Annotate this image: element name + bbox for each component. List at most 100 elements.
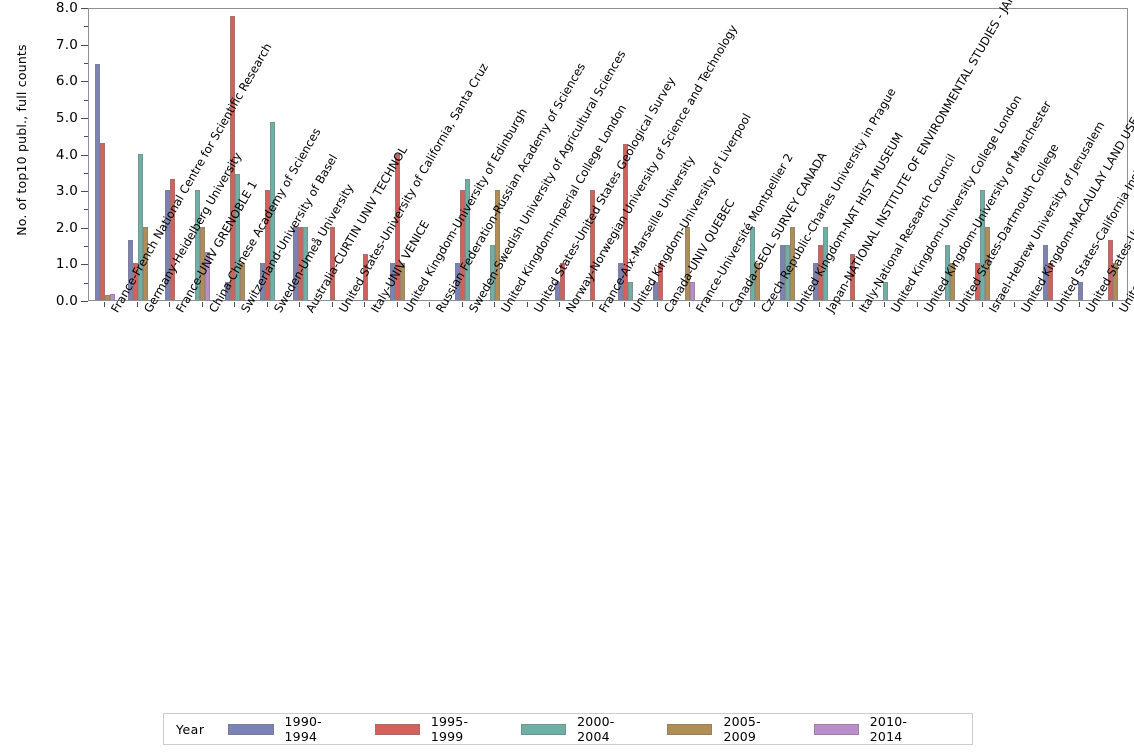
x-tick-mark <box>721 302 723 307</box>
x-tick-mark <box>559 302 561 307</box>
bar <box>1042 245 1048 300</box>
bar <box>165 190 171 300</box>
x-tick-label: Switzerland-University of Basel <box>238 152 340 315</box>
x-tick-label: Sweden-Swedish University of Agricultura… <box>466 48 628 315</box>
bar <box>390 263 396 300</box>
x-tick-mark <box>1014 302 1016 307</box>
bar <box>652 281 658 300</box>
x-tick-mark <box>884 302 886 307</box>
y-tick-label: 3.0 <box>55 183 78 200</box>
y-tick-label: 5.0 <box>55 109 78 126</box>
x-tick-mark <box>689 302 691 307</box>
x-tick-mark <box>429 302 431 307</box>
bar <box>975 263 981 300</box>
x-tick-label: Canada-GEOL SURVEY CANADA <box>726 150 830 315</box>
x-tick-label: Italy-National Research Council <box>856 152 958 315</box>
x-tick-label: Italy-UNIV VENICE <box>368 218 432 315</box>
x-tick-mark <box>396 302 398 307</box>
legend-swatch <box>667 723 713 735</box>
x-tick-mark <box>819 302 821 307</box>
bar <box>170 179 176 300</box>
x-tick-label: France-French National Centre for Scient… <box>108 41 275 315</box>
bar <box>780 245 786 300</box>
legend-entry[interactable]: 2005-2009 <box>667 714 783 744</box>
bar <box>985 226 991 300</box>
x-tick-label: United Kingdom-NAT HIST MUSEUM <box>791 130 906 315</box>
y-tick-mark <box>81 264 88 266</box>
bar <box>980 190 986 300</box>
x-tick-label: Canada-UNIV QUEBEC <box>661 196 738 315</box>
bar <box>850 254 856 300</box>
bars-container <box>89 9 1127 300</box>
bar <box>590 190 596 300</box>
x-tick-label: Norway-Norwegian University of Science a… <box>563 22 740 315</box>
bar <box>882 281 888 300</box>
legend-swatch <box>374 723 420 735</box>
legend-entry[interactable]: 1995-1999 <box>374 714 491 744</box>
x-tick-label: Japan-NATIONAL INSTITUTE OF ENVIRONMENTA… <box>823 0 1025 315</box>
y-tick-minor <box>84 99 88 101</box>
x-tick-label: Australia-CURTIN UNIV TECHNOL <box>303 144 410 315</box>
bar <box>110 293 116 300</box>
bar <box>495 190 501 300</box>
legend-label: 2010-2014 <box>869 714 908 744</box>
bar <box>560 263 566 300</box>
x-tick-mark <box>754 302 756 307</box>
y-tick-minor <box>84 172 88 174</box>
y-tick-mark <box>81 8 88 9</box>
y-tick-label: 2.0 <box>55 219 78 236</box>
legend-entry[interactable]: 2000-2004 <box>521 714 637 744</box>
bar <box>1047 263 1053 300</box>
y-tick-minor <box>84 282 88 284</box>
x-tick-mark <box>331 302 333 307</box>
bar <box>822 226 828 300</box>
bar <box>750 226 756 300</box>
bar <box>950 263 956 300</box>
y-tick-label: 8.0 <box>55 0 78 16</box>
legend-swatch <box>228 723 274 735</box>
x-tick-mark <box>461 302 463 307</box>
x-tick-label: United Kingdom-University of Liverpool <box>628 111 754 315</box>
x-tick-label: Israel-Hebrew University of Jerusalem <box>986 119 1107 315</box>
x-tick-label: Germany-Heidelberg University <box>141 150 244 315</box>
y-tick-label: 4.0 <box>55 146 78 163</box>
bar <box>302 226 308 300</box>
x-tick-mark <box>591 302 593 307</box>
legend-entry[interactable]: 1990-1994 <box>228 714 344 744</box>
y-tick-mark <box>81 154 88 156</box>
x-tick-mark <box>1079 302 1081 307</box>
bar <box>270 122 276 300</box>
x-tick-label: France-Université Montpellier 2 <box>693 151 796 315</box>
x-tick-label: United Kingdom-MACAULAY LAND USE RES INS… <box>1018 66 1134 315</box>
bar <box>195 190 201 300</box>
x-tick-label: United States-University of Maine <box>1116 140 1134 315</box>
x-tick-label: France-UNIV GRENOBLE 1 <box>173 178 260 315</box>
bar <box>240 263 246 300</box>
legend-label: 2005-2009 <box>723 714 761 744</box>
x-tick-mark <box>299 302 301 307</box>
bar <box>790 226 796 300</box>
x-tick-mark <box>786 302 788 307</box>
legend-label: 2000-2004 <box>577 714 615 744</box>
bar <box>395 153 401 300</box>
y-tick-label: 0.0 <box>55 293 78 309</box>
x-tick-mark <box>526 302 528 307</box>
x-tick-mark <box>981 302 983 307</box>
x-tick-mark <box>624 302 626 307</box>
y-tick-label: 6.0 <box>55 73 78 90</box>
y-tick-mark <box>81 191 88 193</box>
x-tick-mark <box>136 302 138 307</box>
bar <box>812 263 818 300</box>
bar <box>1107 239 1113 300</box>
bar <box>1112 263 1118 300</box>
legend-entries: 1990-1994 1995-1999 2000-2004 2005-2009 2010… <box>228 714 960 744</box>
x-tick-label: United States-University of Delaware <box>1083 122 1134 315</box>
bar <box>455 263 461 300</box>
bar <box>785 245 791 300</box>
legend-entry[interactable]: 2010-2014 <box>813 714 930 744</box>
x-tick-mark <box>364 302 366 307</box>
bar <box>292 226 298 300</box>
x-tick-mark <box>169 302 171 307</box>
bar <box>817 245 823 300</box>
y-tick-minor <box>84 26 88 28</box>
